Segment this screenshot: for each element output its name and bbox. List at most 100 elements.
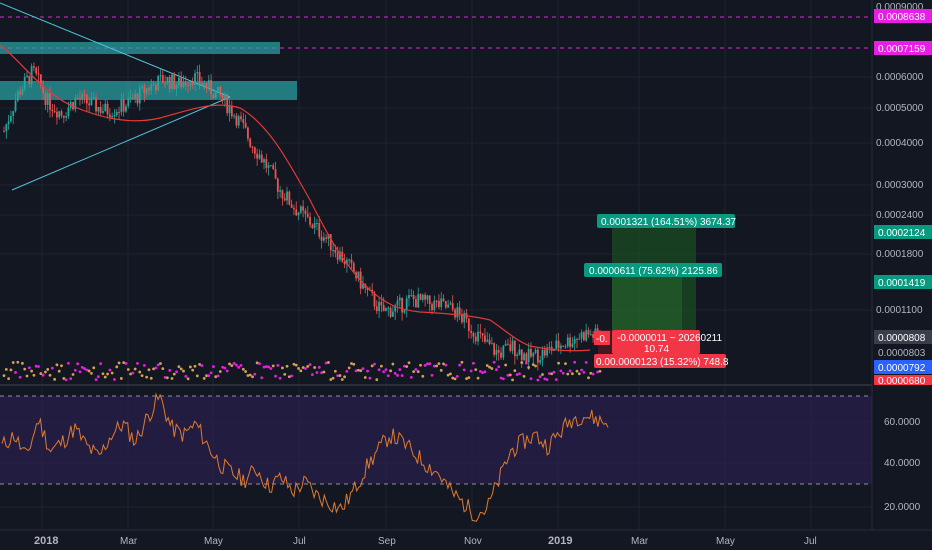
volume-marker xyxy=(161,367,165,371)
volume-marker xyxy=(398,368,402,371)
volume-marker xyxy=(154,366,158,370)
candle-body xyxy=(449,303,452,305)
volume-marker xyxy=(184,374,188,378)
candle-body xyxy=(592,334,594,338)
candle-body xyxy=(387,307,390,309)
volume-marker xyxy=(133,367,137,371)
volume-marker xyxy=(248,373,252,377)
x-tick: Jul xyxy=(293,536,306,547)
volume-marker xyxy=(320,371,323,375)
volume-marker xyxy=(76,362,80,366)
candle-body xyxy=(92,97,95,99)
candle-body xyxy=(500,352,502,358)
candle-body xyxy=(272,165,275,170)
candle-body xyxy=(507,343,509,345)
candle-body xyxy=(253,147,256,154)
candle-body xyxy=(518,349,521,355)
candle-body xyxy=(159,75,162,77)
candle-body xyxy=(90,98,93,106)
candle-body xyxy=(520,349,523,361)
volume-marker xyxy=(78,370,82,374)
candle-body xyxy=(286,191,288,201)
volume-marker xyxy=(432,364,436,368)
x-tick: Sep xyxy=(378,536,396,547)
volume-marker xyxy=(400,374,404,377)
candle-body xyxy=(7,121,10,125)
volume-marker xyxy=(313,366,317,369)
candle-body xyxy=(228,106,231,114)
volume-marker xyxy=(584,360,588,364)
candle-body xyxy=(336,252,339,260)
volume-marker xyxy=(497,365,501,369)
volume-marker xyxy=(333,369,337,373)
price-tag: 0.0000803 xyxy=(878,348,926,359)
candle-body xyxy=(490,343,493,345)
candle-body xyxy=(474,336,477,342)
price-tag: 0.0008638 xyxy=(878,12,926,23)
volume-marker xyxy=(386,374,390,378)
candle-body xyxy=(541,349,544,361)
volume-marker xyxy=(182,369,185,373)
candle-body xyxy=(150,84,153,91)
candle-body xyxy=(417,294,420,308)
candle-body xyxy=(131,97,134,99)
volume-marker xyxy=(359,369,363,373)
candle-body xyxy=(348,259,351,261)
volume-marker xyxy=(50,366,54,370)
volume-marker xyxy=(193,364,197,368)
candle-body xyxy=(203,83,206,85)
candle-body xyxy=(51,109,54,112)
y-tick: 0.0003000 xyxy=(876,180,924,191)
candle-body xyxy=(585,330,588,341)
candle-body xyxy=(311,224,314,228)
candle-body xyxy=(175,85,178,89)
candle-body xyxy=(164,83,166,85)
candle-body xyxy=(428,295,431,305)
volume-marker xyxy=(336,374,340,378)
volume-marker xyxy=(361,367,365,371)
volume-marker xyxy=(228,362,231,366)
volume-marker xyxy=(172,372,176,376)
candle-body xyxy=(325,237,328,239)
candle-body xyxy=(424,294,427,300)
candle-body xyxy=(16,91,19,101)
triangle-upper-line xyxy=(0,2,231,98)
volume-marker xyxy=(99,362,103,366)
volume-marker xyxy=(329,378,333,381)
volume-marker xyxy=(518,372,521,376)
volume-marker xyxy=(368,376,372,380)
candle-body xyxy=(447,304,450,308)
volume-marker xyxy=(90,371,93,375)
candle-body xyxy=(458,307,461,315)
volume-marker xyxy=(416,370,420,374)
volume-marker xyxy=(142,363,146,367)
rsi-band xyxy=(0,396,872,484)
candle-body xyxy=(134,93,137,99)
candle-body xyxy=(456,307,459,318)
candle-body xyxy=(260,154,263,163)
annotation-box: 0.0000611 (75.62%) 2125.86 xyxy=(589,266,718,277)
volume-marker xyxy=(541,373,544,376)
volume-marker xyxy=(214,375,218,379)
volume-marker xyxy=(474,368,478,372)
volume-marker xyxy=(419,363,422,367)
candle-body xyxy=(200,83,203,85)
candle-body xyxy=(562,345,565,347)
x-tick: Jul xyxy=(804,536,817,547)
candle-body xyxy=(85,94,88,104)
volume-marker xyxy=(529,377,533,381)
volume-marker xyxy=(163,376,167,379)
candle-body xyxy=(350,259,353,264)
candle-body xyxy=(65,116,68,118)
candle-body xyxy=(536,349,539,363)
volume-marker xyxy=(469,369,473,373)
volume-marker xyxy=(101,372,105,376)
date-tick-labels: 2018 Mar May Jul Sep Nov 2019 Mar May Ju… xyxy=(34,535,817,547)
volume-marker xyxy=(237,365,241,369)
volume-marker xyxy=(258,362,261,366)
volume-marker xyxy=(11,361,15,364)
candle-body xyxy=(357,271,360,279)
candle-body xyxy=(382,305,385,312)
candle-body xyxy=(339,251,341,260)
volume-marker xyxy=(94,378,98,382)
